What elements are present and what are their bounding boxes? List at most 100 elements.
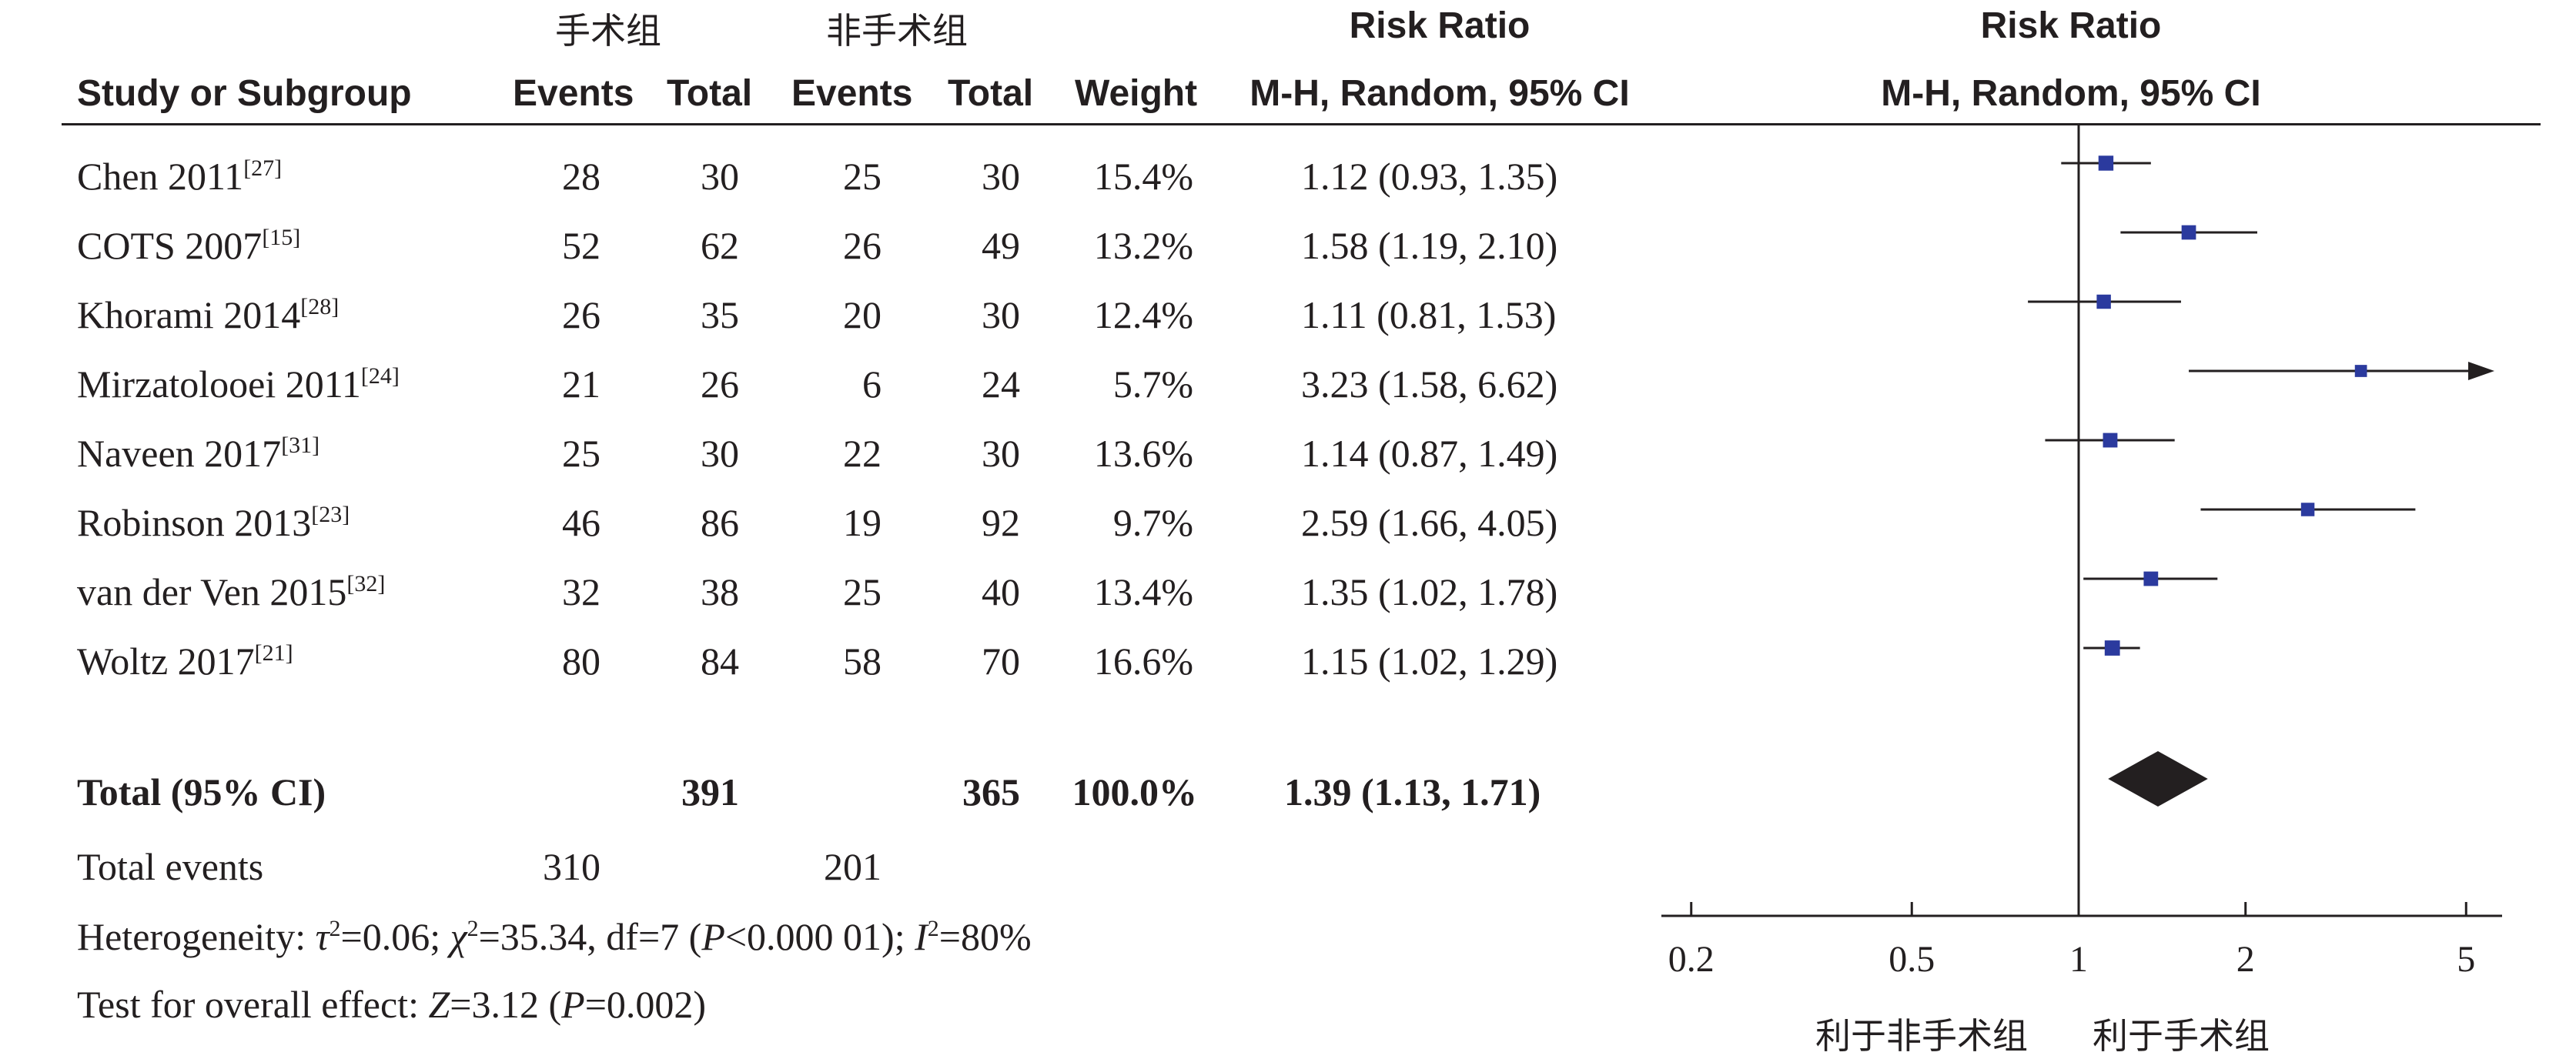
study-name: Chen 2011[27]	[77, 154, 282, 199]
study-events-exp: 80	[562, 640, 601, 683]
study-total-ctl: 24	[982, 362, 1020, 406]
study-events-ctl: 6	[862, 362, 882, 406]
study-weight: 9.7%	[1112, 501, 1193, 544]
study-total-exp: 84	[701, 640, 739, 683]
study-ci-text: 1.14 (0.87, 1.49)	[1301, 432, 1558, 475]
study-ci-text: 1.58 (1.19, 2.10)	[1301, 224, 1558, 267]
ci-arrow	[2468, 362, 2494, 380]
study-reference: [31]	[281, 433, 320, 458]
study-reference: [28]	[300, 294, 340, 319]
study-ci-text: 3.23 (1.58, 6.62)	[1301, 362, 1558, 406]
study-name-text: Naveen 2017	[77, 432, 282, 475]
col-total-ctl: Total	[948, 73, 1034, 114]
study-total-ctl: 30	[982, 432, 1020, 475]
control-group-title: 非手术组	[826, 10, 968, 52]
study-ci-text: 1.35 (1.02, 1.78)	[1301, 570, 1558, 613]
study-ci-text: 1.11 (0.81, 1.53)	[1301, 293, 1557, 336]
study-reference: [21]	[254, 640, 293, 666]
study-marker	[2096, 294, 2111, 309]
study-reference: [24]	[360, 363, 400, 389]
study-total-exp: 86	[701, 501, 739, 544]
col-events-ctl: Events	[791, 73, 913, 114]
study-events-exp: 25	[562, 432, 601, 475]
study-weight: 13.2%	[1093, 224, 1193, 267]
study-name: Woltz 2017[21]	[77, 639, 293, 683]
col-events-exp: Events	[513, 73, 634, 114]
rr-title-right: Risk Ratio	[1980, 5, 2162, 46]
study-name: COTS 2007[15]	[77, 223, 300, 268]
total-n1: 391	[681, 770, 739, 813]
total-events-label: Total events	[77, 845, 264, 888]
x-tick-label: 0.2	[1668, 939, 1715, 980]
study-weight: 5.7%	[1112, 362, 1193, 406]
study-name-text: COTS 2007	[77, 224, 263, 267]
rr-method-right: M-H, Random, 95% CI	[1881, 73, 2261, 114]
x-tick-label: 1	[2069, 939, 2088, 980]
study-weight: 15.4%	[1093, 155, 1193, 198]
study-name-text: Mirzatolooei 2011	[77, 362, 361, 406]
study-total-ctl: 49	[982, 224, 1020, 267]
study-name: Mirzatolooei 2011[24]	[77, 362, 400, 406]
study-events-exp: 28	[562, 155, 601, 198]
study-name: Naveen 2017[31]	[77, 431, 319, 476]
total-label: Total (95% CI)	[77, 770, 326, 813]
x-tick-label: 0.5	[1889, 939, 1935, 980]
total-events-e1: 310	[543, 845, 601, 888]
pooled-diamond	[2108, 751, 2208, 807]
col-weight: Weight	[1075, 73, 1198, 114]
study-marker	[2103, 433, 2118, 448]
study-marker	[2354, 365, 2367, 377]
col-total-exp: Total	[667, 73, 753, 114]
study-weight: 12.4%	[1093, 293, 1193, 336]
experimental-group-title: 手术组	[555, 10, 661, 52]
study-total-ctl: 70	[982, 640, 1020, 683]
study-events-exp: 52	[562, 224, 601, 267]
study-name: Robinson 2013[23]	[77, 500, 350, 545]
study-events-ctl: 25	[843, 155, 882, 198]
x-tick-label: 2	[2236, 939, 2255, 980]
study-total-exp: 30	[701, 432, 739, 475]
study-marker	[2143, 571, 2159, 586]
study-marker	[2181, 225, 2196, 240]
study-reference: [32]	[346, 571, 386, 596]
study-weight: 16.6%	[1093, 640, 1193, 683]
study-reference: [27]	[243, 155, 283, 181]
study-events-exp: 26	[562, 293, 601, 336]
rr-method-left: M-H, Random, 95% CI	[1250, 73, 1630, 114]
study-ci-text: 1.15 (1.02, 1.29)	[1301, 640, 1558, 683]
study-weight: 13.6%	[1093, 432, 1193, 475]
study-total-exp: 35	[701, 293, 739, 336]
rr-title-left: Risk Ratio	[1349, 5, 1531, 46]
study-name: van der Ven 2015[32]	[77, 570, 385, 614]
study-events-ctl: 25	[843, 570, 882, 613]
study-total-ctl: 92	[982, 501, 1020, 544]
header-rule	[62, 123, 2541, 125]
study-events-ctl: 20	[843, 293, 882, 336]
study-ci-text: 2.59 (1.66, 4.05)	[1301, 501, 1558, 544]
study-total-ctl: 30	[982, 293, 1020, 336]
study-marker	[2300, 503, 2315, 516]
study-name-text: van der Ven 2015	[77, 570, 347, 613]
study-total-exp: 30	[701, 155, 739, 198]
study-events-exp: 32	[562, 570, 601, 613]
study-total-ctl: 30	[982, 155, 1020, 198]
total-events-e2: 201	[824, 845, 882, 888]
heterogeneity-text: Heterogeneity: τ2=0.06; χ2=35.34, df=7 (…	[77, 915, 1032, 958]
study-events-ctl: 26	[843, 224, 882, 267]
total-weight: 100.0%	[1072, 770, 1198, 813]
study-name-text: Khorami 2014	[77, 293, 301, 336]
x-tick-label: 5	[2457, 939, 2475, 980]
total-ci: 1.39 (1.13, 1.71)	[1284, 770, 1541, 813]
study-events-exp: 46	[562, 501, 601, 544]
study-name-text: Woltz 2017	[77, 640, 255, 683]
study-events-exp: 21	[562, 362, 601, 406]
study-marker	[2104, 640, 2120, 656]
study-total-ctl: 40	[982, 570, 1020, 613]
study-name-text: Chen 2011	[77, 155, 244, 198]
study-total-exp: 62	[701, 224, 739, 267]
favours-experimental-label: 利于手术组	[2093, 1015, 2270, 1057]
study-total-exp: 26	[701, 362, 739, 406]
study-marker	[2098, 155, 2114, 171]
study-reference: [15]	[262, 225, 301, 250]
